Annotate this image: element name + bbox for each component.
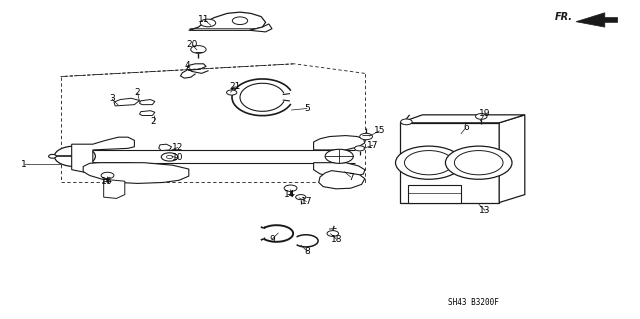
Circle shape: [101, 172, 114, 179]
Circle shape: [284, 185, 297, 191]
Circle shape: [396, 146, 462, 179]
Circle shape: [445, 146, 512, 179]
Text: 5: 5: [305, 104, 310, 113]
Circle shape: [327, 231, 339, 236]
Text: 15: 15: [374, 126, 385, 135]
Polygon shape: [140, 111, 155, 115]
Circle shape: [191, 46, 206, 53]
Circle shape: [200, 19, 216, 27]
Circle shape: [232, 17, 248, 25]
Text: 10: 10: [172, 153, 184, 162]
Polygon shape: [314, 136, 365, 150]
Text: 8: 8: [305, 247, 310, 256]
Text: 17: 17: [367, 141, 379, 150]
Text: 11: 11: [198, 15, 209, 24]
Polygon shape: [159, 144, 172, 151]
Text: SH43 B3200F: SH43 B3200F: [448, 298, 499, 307]
Text: 13: 13: [479, 206, 491, 215]
Text: FR.: FR.: [555, 12, 573, 22]
Polygon shape: [319, 171, 365, 189]
Polygon shape: [400, 115, 525, 123]
Circle shape: [161, 153, 178, 161]
Text: 2: 2: [135, 88, 140, 97]
Polygon shape: [499, 115, 525, 203]
Polygon shape: [104, 179, 125, 198]
Polygon shape: [114, 98, 140, 106]
Circle shape: [454, 151, 503, 175]
Text: 6: 6: [463, 123, 468, 132]
Polygon shape: [400, 123, 499, 203]
Text: 14: 14: [284, 190, 296, 199]
Circle shape: [296, 195, 306, 200]
Text: 4: 4: [184, 61, 189, 70]
Circle shape: [227, 90, 237, 95]
Polygon shape: [140, 100, 155, 105]
Circle shape: [476, 114, 487, 119]
Circle shape: [355, 146, 365, 151]
Circle shape: [166, 155, 173, 159]
Text: 19: 19: [479, 109, 491, 118]
Text: 9: 9: [269, 235, 275, 244]
Text: 12: 12: [172, 143, 184, 152]
Circle shape: [404, 151, 453, 175]
Circle shape: [401, 119, 412, 125]
Text: 3: 3: [109, 94, 115, 103]
Text: 18: 18: [331, 235, 342, 244]
Text: 21: 21: [230, 82, 241, 91]
Circle shape: [325, 149, 353, 163]
Polygon shape: [576, 13, 618, 27]
Polygon shape: [72, 137, 144, 176]
Text: 17: 17: [301, 197, 312, 206]
Text: 16: 16: [101, 177, 113, 186]
Text: 2: 2: [151, 117, 156, 126]
Text: 20: 20: [186, 40, 198, 49]
Circle shape: [49, 154, 56, 158]
Polygon shape: [408, 185, 461, 203]
Polygon shape: [83, 163, 189, 183]
Circle shape: [54, 146, 95, 167]
Polygon shape: [189, 12, 266, 30]
Text: 7: 7: [348, 173, 353, 182]
Polygon shape: [250, 24, 272, 32]
Text: 1: 1: [22, 160, 27, 169]
Polygon shape: [314, 163, 365, 177]
Circle shape: [360, 133, 372, 140]
